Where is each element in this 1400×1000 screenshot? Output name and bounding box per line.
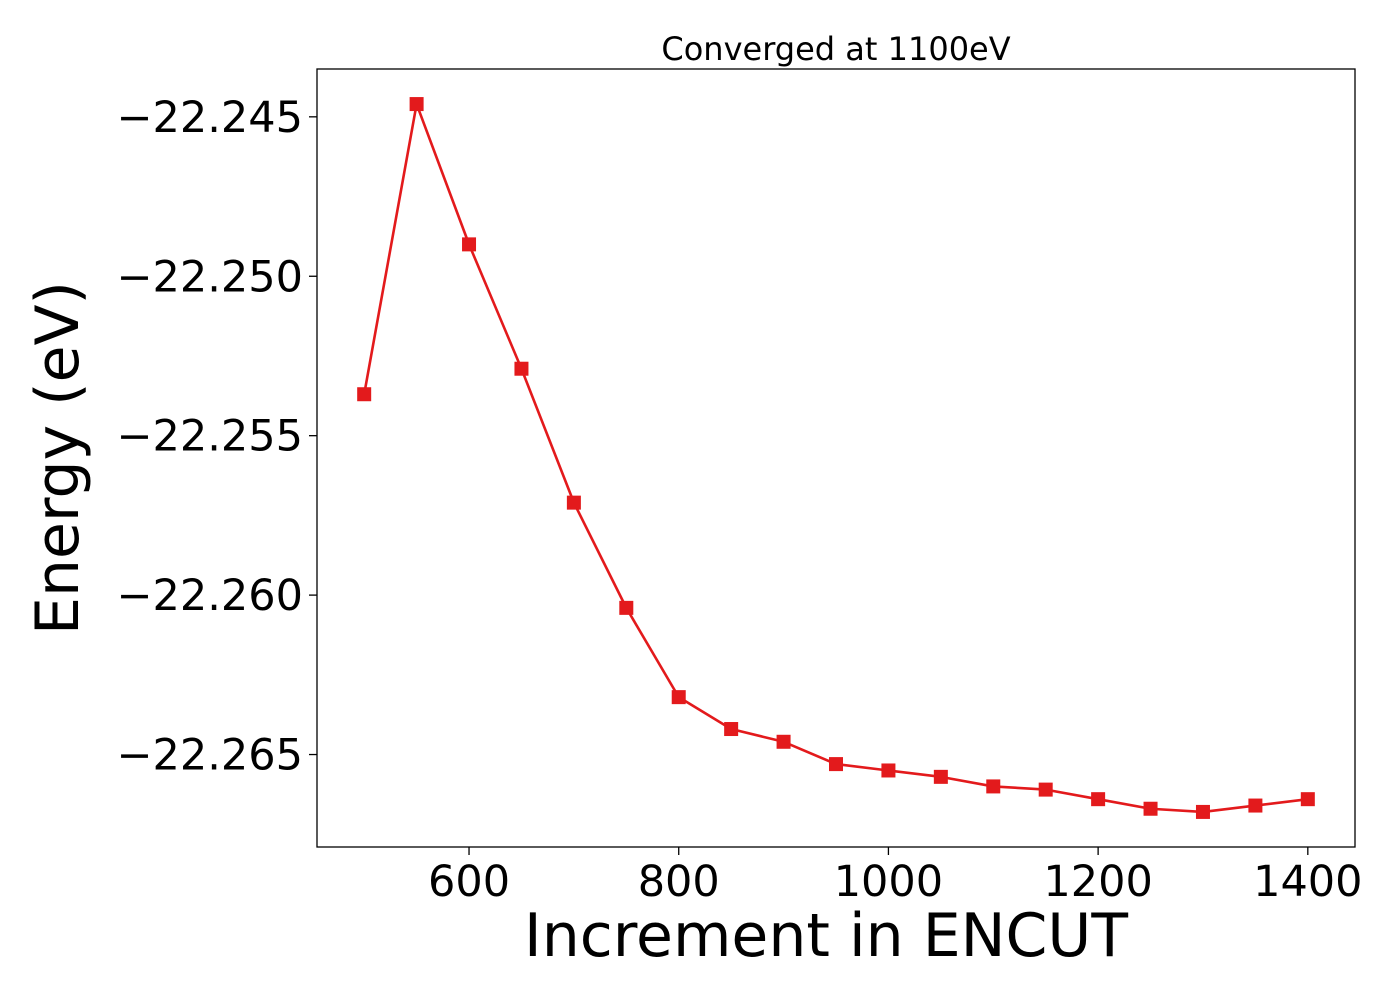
data-point-marker <box>829 757 843 772</box>
data-point-marker <box>671 690 686 705</box>
data-point-marker <box>1248 798 1263 813</box>
data-point-marker <box>462 237 477 252</box>
data-point-marker <box>514 361 529 376</box>
data-point-marker <box>409 97 424 112</box>
x-axis-label: Increment in ENCUT <box>524 901 1128 971</box>
x-tick-label: 800 <box>638 857 720 907</box>
data-point-marker <box>1195 804 1210 819</box>
data-point-marker <box>1038 782 1053 797</box>
chart-title: Converged at 1100eV <box>661 30 1010 68</box>
x-axis-ticks: 600 800 1000 1200 1400 <box>428 847 1363 907</box>
data-point-marker <box>1300 792 1315 807</box>
y-tick-label: −22.260 <box>117 571 304 621</box>
y-axis-ticks: −22.245 −22.250 −22.255 −22.260 −22.265 <box>117 93 317 781</box>
y-axis-label: Energy (eV) <box>23 281 93 635</box>
x-tick-label: 1400 <box>1253 857 1362 907</box>
data-point-marker <box>776 734 791 749</box>
data-point-marker <box>986 779 1001 794</box>
plot-area-frame <box>316 68 1356 848</box>
data-point-marker <box>881 763 896 778</box>
data-point-marker <box>933 769 948 784</box>
y-tick-label: −22.245 <box>117 93 304 143</box>
data-point-marker <box>357 387 372 402</box>
x-tick-label: 1200 <box>1043 857 1152 907</box>
y-tick-label: −22.265 <box>117 731 304 781</box>
data-point-marker <box>724 722 739 737</box>
data-point-marker <box>566 495 581 510</box>
data-point-marker <box>1091 792 1106 807</box>
y-tick-label: −22.250 <box>117 252 304 302</box>
data-point-marker <box>1143 801 1158 816</box>
x-tick-label: 600 <box>428 857 510 907</box>
x-tick-label: 1000 <box>834 857 943 907</box>
y-tick-label: −22.255 <box>117 412 304 462</box>
data-point-marker <box>619 600 634 615</box>
data-series-group <box>357 97 1315 819</box>
